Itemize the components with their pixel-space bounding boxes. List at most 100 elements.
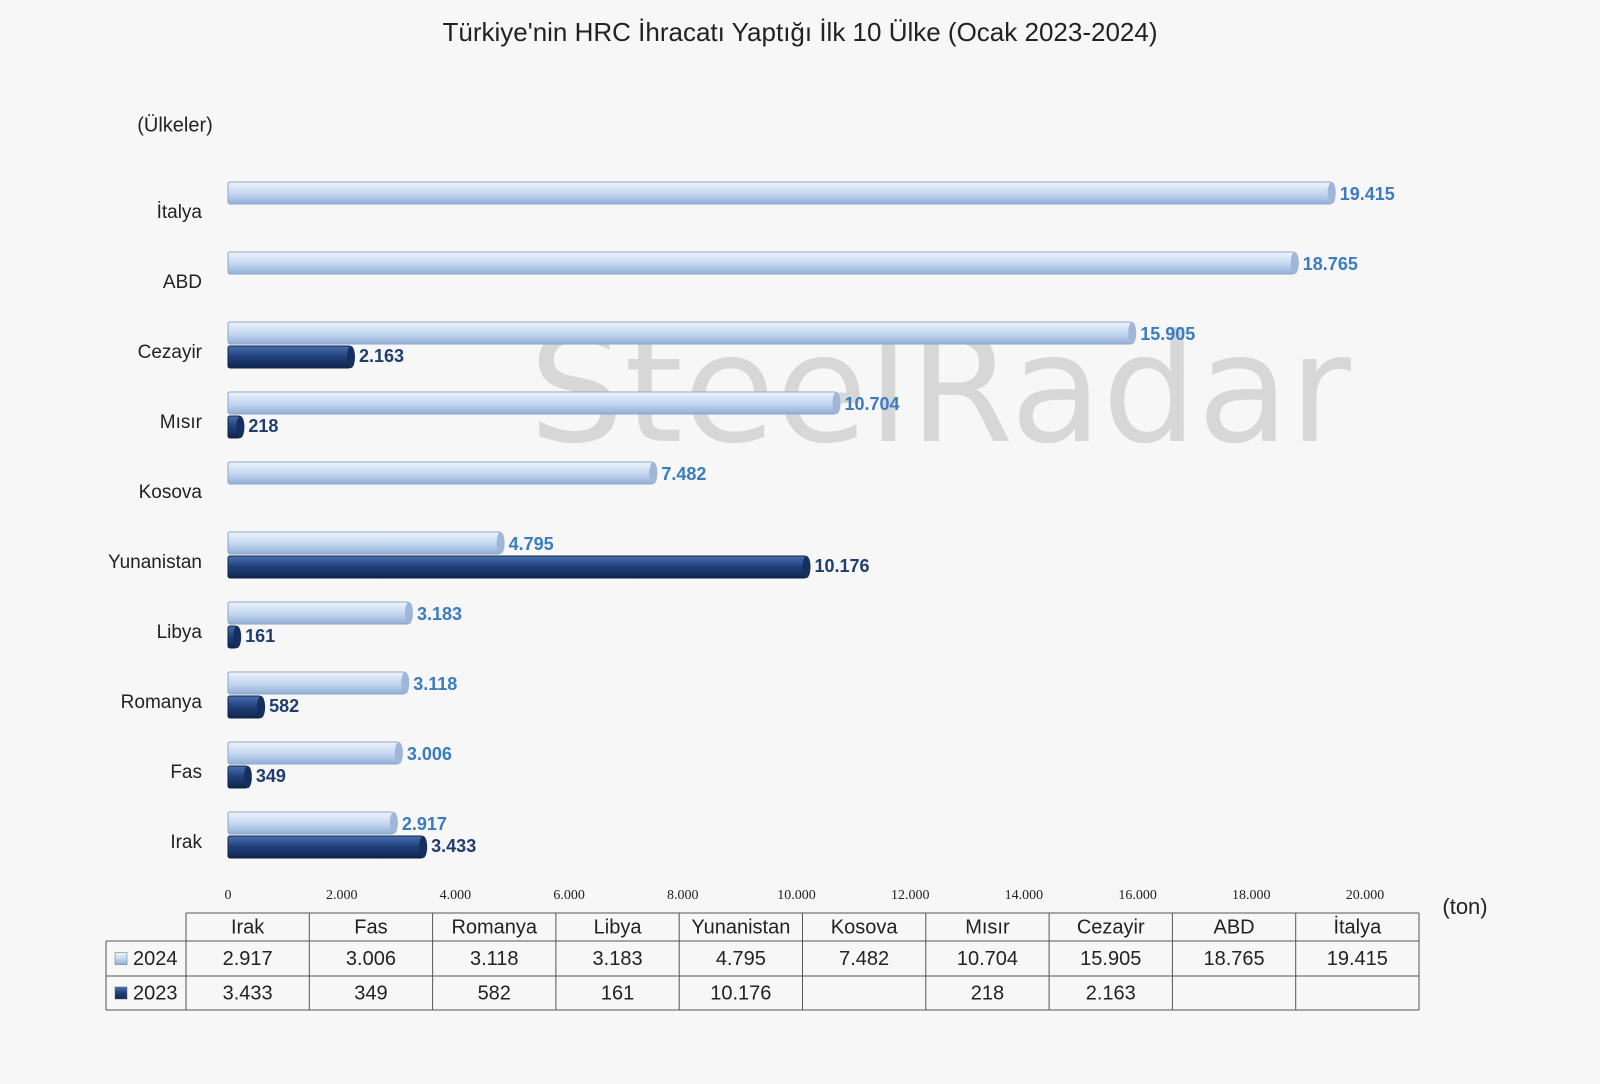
x-tick-label: 12.000 (891, 888, 930, 903)
bar-cap (802, 556, 811, 578)
value-label: 18.765 (1303, 254, 1358, 274)
bar (227, 811, 395, 835)
value-label: 2.163 (359, 346, 404, 366)
table-cell: 3.118 (470, 948, 519, 970)
table-header: ABD (1213, 916, 1254, 938)
x-tick-label: 10.000 (777, 888, 816, 903)
x-tick-label: 8.000 (667, 888, 699, 903)
bar (227, 391, 838, 415)
value-label: 161 (245, 626, 275, 646)
y-tick-label: Fas (170, 762, 202, 783)
table-cell: 218 (971, 982, 1004, 1004)
value-label: 3.183 (417, 604, 462, 624)
chart-title: Türkiye'nin HRC İhracatı Yaptığı İlk 10 … (443, 17, 1158, 47)
table-cell: 3.006 (346, 948, 396, 970)
table-cell: 10.176 (710, 982, 771, 1004)
value-label: 19.415 (1340, 184, 1395, 204)
y-tick-label: Libya (157, 622, 203, 643)
table-cell: 19.415 (1327, 948, 1388, 970)
y-tick-label: Cezayir (138, 342, 203, 363)
table-header: Libya (594, 916, 643, 938)
y-tick-label: Mısır (160, 412, 203, 433)
table-cell: 3.183 (593, 948, 643, 970)
x-tick-label: 0 (225, 888, 232, 903)
value-label: 4.795 (509, 534, 554, 554)
table-header: Irak (231, 916, 265, 938)
bar (227, 601, 410, 625)
table-header: Kosova (831, 916, 899, 938)
legend-label: 2024 (133, 948, 178, 970)
value-label: 3.118 (413, 674, 457, 694)
value-label: 15.905 (1140, 324, 1195, 344)
value-label: 218 (248, 416, 278, 436)
bar-cap (233, 626, 242, 648)
value-label: 10.176 (815, 556, 870, 576)
x-tick-label: 20.000 (1346, 888, 1385, 903)
x-tick-label: 18.000 (1232, 888, 1271, 903)
bar-cap (832, 392, 841, 414)
value-label: 3.433 (431, 836, 476, 856)
table-cell: 582 (478, 982, 511, 1004)
bar (227, 181, 1333, 205)
bar (227, 531, 502, 555)
table-cell: 15.905 (1080, 948, 1141, 970)
value-label: 7.482 (661, 464, 706, 484)
table-cell: 3.433 (223, 982, 273, 1004)
bar-cap (1327, 182, 1336, 204)
bar (227, 461, 654, 485)
y-tick-label: İtalya (157, 202, 203, 223)
bar-cap (401, 672, 410, 694)
x-tick-label: 4.000 (440, 888, 472, 903)
bar-cap (257, 696, 266, 718)
table-cell: 18.765 (1203, 948, 1264, 970)
y-tick-label: ABD (163, 272, 202, 293)
y-axis-label: (Ülkeler) (137, 114, 213, 136)
bar-cap (243, 766, 252, 788)
x-tick-label: 14.000 (1005, 888, 1044, 903)
bar-cap (649, 462, 658, 484)
bar-cap (389, 812, 398, 834)
table-cell: 7.482 (839, 948, 889, 970)
bar (227, 555, 808, 579)
y-tick-label: Yunanistan (108, 552, 202, 573)
value-label: 2.917 (402, 814, 447, 834)
bar-cap (346, 346, 355, 368)
y-tick-label: Romanya (121, 692, 203, 713)
bar-cap (236, 416, 245, 438)
bar (227, 321, 1133, 345)
table-cell: 2.917 (223, 948, 273, 970)
x-axis-label: (ton) (1442, 894, 1487, 919)
bar (227, 695, 262, 719)
table-header: İtalya (1333, 915, 1382, 938)
table-header: Yunanistan (691, 916, 790, 938)
bar (227, 345, 352, 369)
table-header: Mısır (965, 916, 1010, 938)
table-header: Fas (354, 916, 387, 938)
bar (227, 835, 424, 859)
table-cell: 161 (601, 982, 634, 1004)
bar-cap (1128, 322, 1137, 344)
bar-cap (496, 532, 505, 554)
legend-swatch (114, 952, 128, 965)
bar-cap (404, 602, 413, 624)
y-tick-label: Irak (170, 832, 202, 853)
table-cell: 10.704 (957, 948, 1018, 970)
bar-cap (394, 742, 403, 764)
x-tick-label: 6.000 (553, 888, 585, 903)
x-tick-label: 2.000 (326, 888, 358, 903)
y-tick-label: Kosova (139, 482, 203, 503)
table-cell: 4.795 (716, 948, 766, 970)
value-label: 349 (256, 766, 286, 786)
bar-cap (419, 836, 428, 858)
legend-swatch (114, 986, 128, 1000)
value-label: 3.006 (407, 744, 452, 764)
table-cell: 349 (354, 982, 387, 1004)
bar (227, 741, 400, 765)
x-tick-label: 16.000 (1118, 888, 1157, 903)
table-header: Romanya (451, 916, 537, 938)
legend-label: 2023 (133, 982, 178, 1004)
table-header: Cezayir (1077, 916, 1145, 938)
table-cell: 2.163 (1086, 982, 1136, 1004)
bar-cap (1290, 252, 1299, 274)
value-label: 10.704 (845, 394, 900, 414)
